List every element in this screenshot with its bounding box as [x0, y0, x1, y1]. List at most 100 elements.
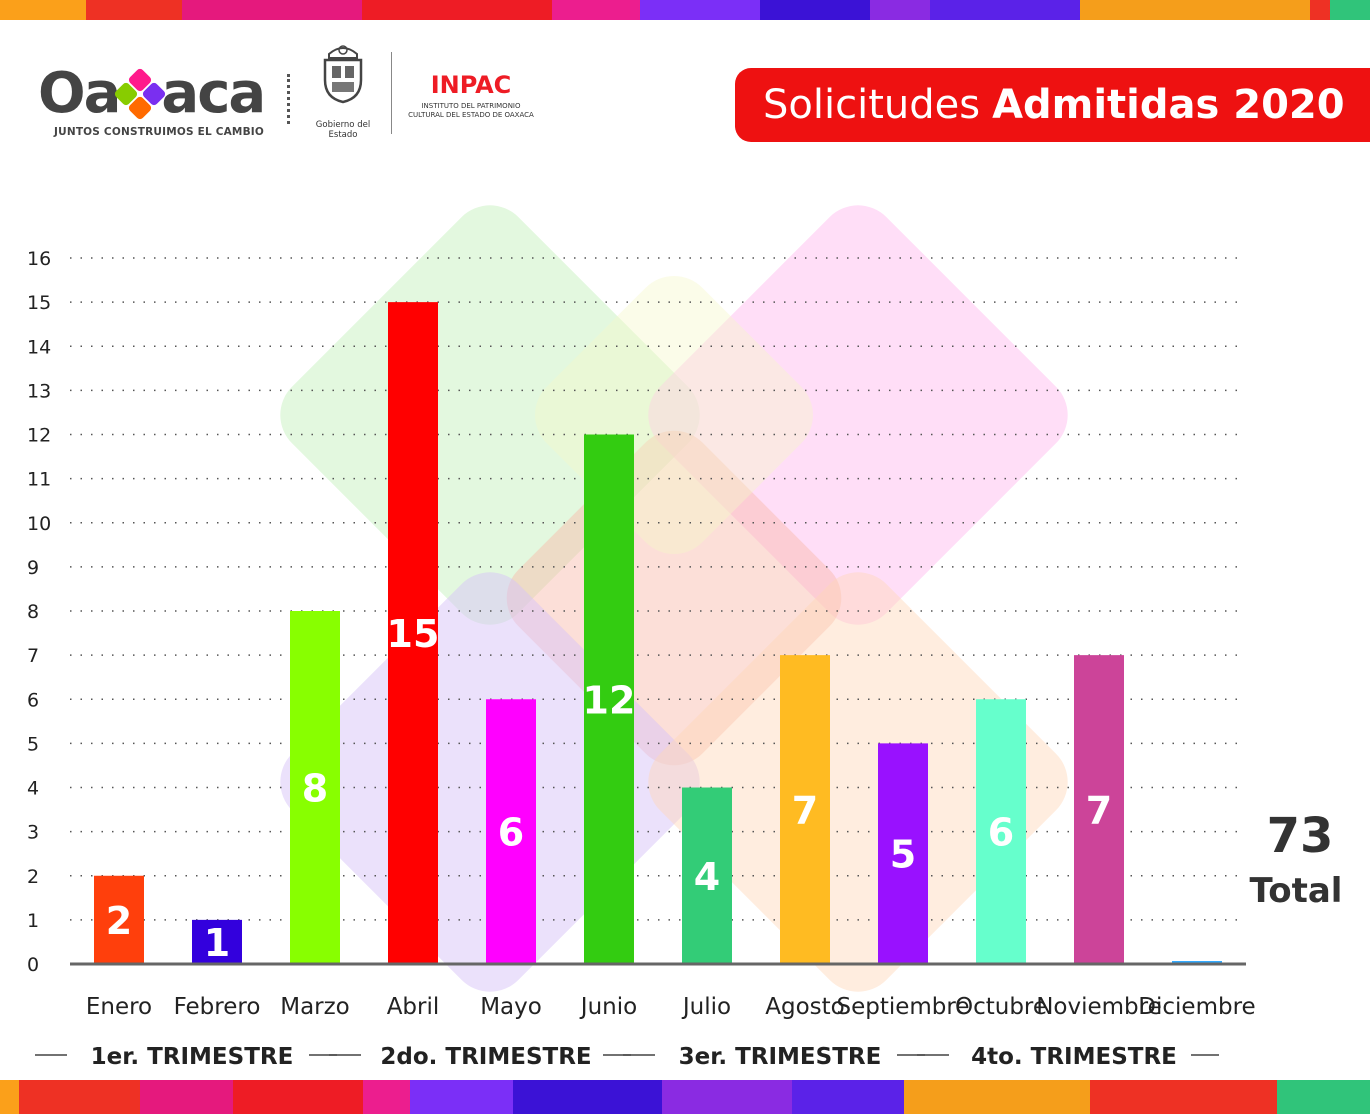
y-tick-label: 4 [27, 778, 39, 800]
inpac-divider [391, 52, 392, 134]
y-tick-label: 3 [27, 822, 39, 844]
bar [584, 434, 634, 964]
x-tick-label: Julio [681, 994, 731, 1020]
y-tick-label: 11 [27, 469, 51, 491]
inpac-subtitle: INSTITUTO DEL PATRIMONIO CULTURAL DEL ES… [400, 102, 542, 120]
bar-value-label: 2 [106, 899, 132, 943]
bar-value-label: 15 [387, 612, 440, 656]
y-tick-label: 9 [27, 557, 39, 579]
stripe-segment [86, 0, 182, 20]
bottom-color-stripe [0, 1080, 1370, 1114]
coat-of-arms-icon [323, 45, 363, 104]
x-tick-label: Octubre [955, 994, 1047, 1020]
y-tick-label: 1 [27, 910, 39, 932]
bar-value-label: 8 [302, 767, 328, 811]
y-tick-label: 0 [27, 954, 39, 976]
quarter-label: 4to. TRIMESTRE [971, 1044, 1177, 1070]
x-tick-label: Abril [387, 994, 440, 1020]
stripe-segment [661, 1080, 793, 1114]
x-tick-label: Junio [579, 994, 637, 1020]
total-block: 73 Total [1250, 808, 1343, 911]
stripe-segment [1080, 0, 1310, 20]
stripe-segment [512, 1080, 662, 1114]
oaxaca-wordmark: Oa aca [38, 61, 266, 126]
bar [878, 743, 928, 964]
bar [290, 611, 340, 964]
inpac-subtitle-line-2: CULTURAL DEL ESTADO DE OAXACA [408, 111, 534, 119]
stripe-segment [18, 1080, 140, 1114]
stripe-segment [552, 0, 640, 20]
bar [192, 919, 242, 964]
stripe-segment [1330, 0, 1370, 20]
quarter-label: 2do. TRIMESTRE [380, 1044, 591, 1070]
stripe-segment [1310, 0, 1330, 20]
title-light: Solicitudes [763, 82, 981, 128]
bar [388, 302, 438, 964]
bar [486, 699, 536, 964]
stripe-segment [0, 0, 86, 20]
x-tick-label: Mayo [480, 994, 542, 1020]
y-tick-label: 14 [27, 336, 51, 358]
x-tick-label: Septiembre [836, 994, 969, 1020]
stripe-segment [363, 1080, 411, 1114]
y-tick-label: 2 [27, 866, 39, 888]
stripe-segment [760, 0, 870, 20]
oaxaca-logo: Oa aca JUNTOS CONSTRUIMOS EL CAMBIO [38, 61, 266, 139]
bar [94, 875, 144, 964]
background-diamond [648, 205, 1068, 625]
quarter-label: 3er. TRIMESTRE [679, 1044, 882, 1070]
total-label: Total [1250, 871, 1343, 911]
x-tick-label: Enero [86, 994, 152, 1020]
stripe-segment [930, 0, 1080, 20]
stripe-segment [904, 1080, 1091, 1114]
background-decoration [280, 205, 1068, 992]
quarter-label: 1er. TRIMESTRE [91, 1044, 294, 1070]
state-seal: Gobierno del Estado [300, 44, 386, 140]
logo-tagline: JUNTOS CONSTRUIMOS EL CAMBIO [54, 126, 265, 138]
x-tick-label: Noviembre [1036, 994, 1162, 1020]
y-tick-label: 7 [27, 645, 39, 667]
x-tick-label: Marzo [280, 994, 350, 1020]
title-bold: Admitidas 2020 [992, 82, 1345, 128]
y-tick-label: 12 [27, 425, 51, 447]
stripe-segment [233, 1080, 364, 1114]
wordmark-part-1: Oa [38, 61, 121, 126]
y-tick-label: 5 [27, 733, 39, 755]
stripe-segment [139, 1080, 233, 1114]
wordmark-part-2: aca [161, 61, 266, 126]
stripe-segment [1276, 1080, 1370, 1114]
quarter-labels: 1er. TRIMESTRE 2do. TRIMESTRE 3er. TRIMEST… [35, 1044, 1219, 1070]
top-color-stripe [0, 0, 1370, 20]
bar [976, 699, 1026, 964]
stripe-segment [362, 0, 552, 20]
seal-caption: Gobierno del Estado [315, 120, 371, 140]
x-axis-labels: Enero Febrero Marzo Abril Mayo Junio Julio Agos… [86, 994, 1256, 1020]
bar-value-label: 1 [204, 921, 230, 965]
stripe-segment [1090, 1080, 1277, 1114]
x-tick-label: Agosto [765, 994, 844, 1020]
bar-value-label: 5 [890, 833, 916, 877]
stripe-segment [182, 0, 362, 20]
y-tick-label: 15 [27, 292, 51, 314]
bar-value-label: 4 [694, 855, 720, 899]
total-value: 73 [1267, 808, 1334, 864]
inpac-logo: INPAC INSTITUTO DEL PATRIMONIO CULTURAL … [400, 72, 542, 120]
bar [1074, 655, 1124, 964]
stripe-segment [410, 1080, 513, 1114]
y-tick-label: 6 [27, 689, 39, 711]
stripe-segment [792, 1080, 904, 1114]
bar [780, 655, 830, 964]
stripe-segment [870, 0, 930, 20]
stripe-segment [0, 1080, 19, 1114]
bar-value-label: 6 [498, 811, 524, 855]
stripe-segment [640, 0, 760, 20]
x-tick-label: Febrero [174, 994, 261, 1020]
y-tick-label: 16 [27, 248, 51, 270]
bar [682, 787, 732, 964]
bar-value-label: 0 [1184, 921, 1210, 965]
x-tick-label: Diciembre [1138, 994, 1255, 1020]
inpac-subtitle-line-1: INSTITUTO DEL PATRIMONIO [421, 102, 521, 110]
page-title: Solicitudes Admitidas 2020 [735, 68, 1370, 142]
